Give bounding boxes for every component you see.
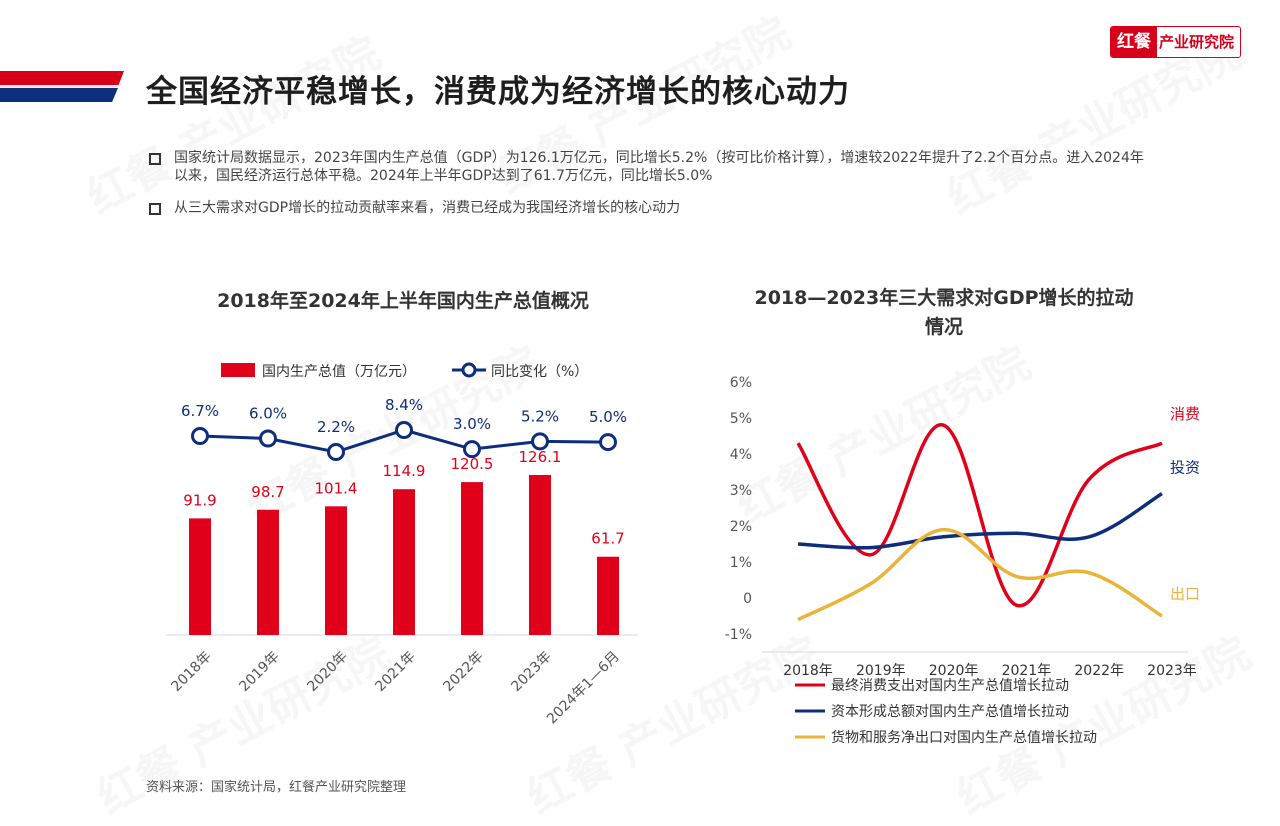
gdp-bar [257,509,279,635]
x-tick-label: 2021年 [372,649,418,695]
yoy-value-label: 5.2% [521,407,559,425]
gdp-bar [325,506,347,635]
x-tick-label: 2018年 [783,663,833,679]
y-tick-label: 1% [730,555,752,571]
bar-value-label: 114.9 [383,462,426,480]
x-tick-label: 2023年 [508,649,554,695]
bullet-list: 国家统计局数据显示，2023年国内生产总值（GDP）为126.1万亿元，同比增长… [146,149,1156,231]
yoy-value-label: 8.4% [385,396,423,414]
gdp-bar [529,475,551,635]
demand-contribution-line-chart: 2018—2023年三大需求对GDP增长的拉动 情况 6% 5% 4% 3% 2% 1% 0… [725,286,1200,746]
x-tick-label: 2018年 [168,649,214,695]
legend-label: 货物和服务净出口对国内生产总值增长拉动 [831,729,1097,746]
bullet-item: 从三大需求对GDP增长的拉动贡献率来看，消费已经成为我国经济增长的核心动力 [146,199,1156,217]
legend-bar-label: 国内生产总值（万亿元） [262,364,416,380]
yoy-marker [259,429,277,448]
bullet-text: 国家统计局数据显示，2023年国内生产总值（GDP）为126.1万亿元，同比增长… [174,150,1144,184]
chart-title: 2018年至2024年上半年国内生产总值概况 [217,289,589,312]
y-tick-label: -1% [725,627,752,643]
bullet-square-icon [149,153,161,165]
y-tick-label: 4% [730,447,752,463]
y-tick-label: 6% [730,375,752,391]
x-tick-label: 2022年 [1074,663,1124,679]
series-end-label: 出口 [1170,585,1200,603]
yoy-value-label: 5.0% [589,408,627,426]
yoy-marker [191,427,209,446]
bullet-square-icon [149,203,161,215]
y-tick-label: 5% [730,411,752,427]
x-tick-label: 2022年 [440,649,486,695]
bar-value-label: 126.1 [519,448,562,466]
legend-line-marker [461,362,477,378]
y-tick-label: 3% [730,483,752,499]
x-tick-label: 2023年 [1147,663,1197,679]
bar-value-label: 120.5 [451,455,494,473]
chart-title-line-2: 情况 [925,315,963,338]
x-tick-label: 2021年 [1002,663,1052,679]
legend-bar-swatch [221,363,255,377]
title-banner [0,71,124,102]
bar-value-label: 91.9 [183,491,216,509]
brand-logo: 红餐 产业研究院 [1110,26,1242,58]
x-tick-label: 2020年 [929,663,979,679]
chart-title-line-1: 2018—2023年三大需求对GDP增长的拉动 [754,286,1133,309]
series-end-label: 投资 [1170,459,1200,477]
legend-line-label: 同比变化（%） [491,364,588,380]
legend-label: 最终消费支出对国内生产总值增长拉动 [831,678,1069,694]
x-tick-label: 2024年1—6月 [544,649,623,728]
yoy-value-label: 6.7% [181,402,219,420]
series-line [796,423,1163,608]
yoy-marker [599,433,617,452]
series-line [797,527,1163,622]
x-tick-label: 2019年 [236,649,282,695]
gdp-bar-line-chart: 2018年至2024年上半年国内生产总值概况 国内生产总值（万亿元） 同比变化（… [166,289,638,728]
bar-value-label: 61.7 [591,530,624,548]
gdp-bar [461,482,483,635]
gdp-bar [189,518,211,635]
y-tick-label: 0 [743,591,752,607]
x-tick-label: 2019年 [856,663,906,679]
yoy-marker [395,421,413,439]
x-tick-label: 2020年 [304,649,350,695]
logo-name: 产业研究院 [1157,27,1241,57]
logo-mark: 红餐 [1111,27,1157,57]
series-end-label: 消费 [1170,405,1200,423]
yoy-value-label: 6.0% [249,405,287,423]
legend-label: 资本形成总额对国内生产总值增长拉动 [831,704,1069,720]
bar-value-label: 98.7 [251,483,284,501]
bar-value-label: 101.4 [315,479,358,497]
bullet-item: 国家统计局数据显示，2023年国内生产总值（GDP）为126.1万亿元，同比增长… [146,149,1156,185]
gdp-bar [393,489,415,635]
y-tick-label: 2% [730,519,752,535]
yoy-marker [463,440,481,459]
yoy-marker [531,432,549,451]
page-title: 全国经济平稳增长，消费成为经济增长的核心动力 [146,74,850,110]
gdp-bar [597,556,619,635]
yoy-value-label: 3.0% [453,415,491,433]
bullet-text: 从三大需求对GDP增长的拉动贡献率来看，消费已经成为我国经济增长的核心动力 [174,200,681,216]
yoy-marker [327,443,345,461]
series-line [797,492,1163,550]
yoy-value-label: 2.2% [317,418,355,436]
source-note: 资料来源：国家统计局，红餐产业研究院整理 [146,780,407,795]
